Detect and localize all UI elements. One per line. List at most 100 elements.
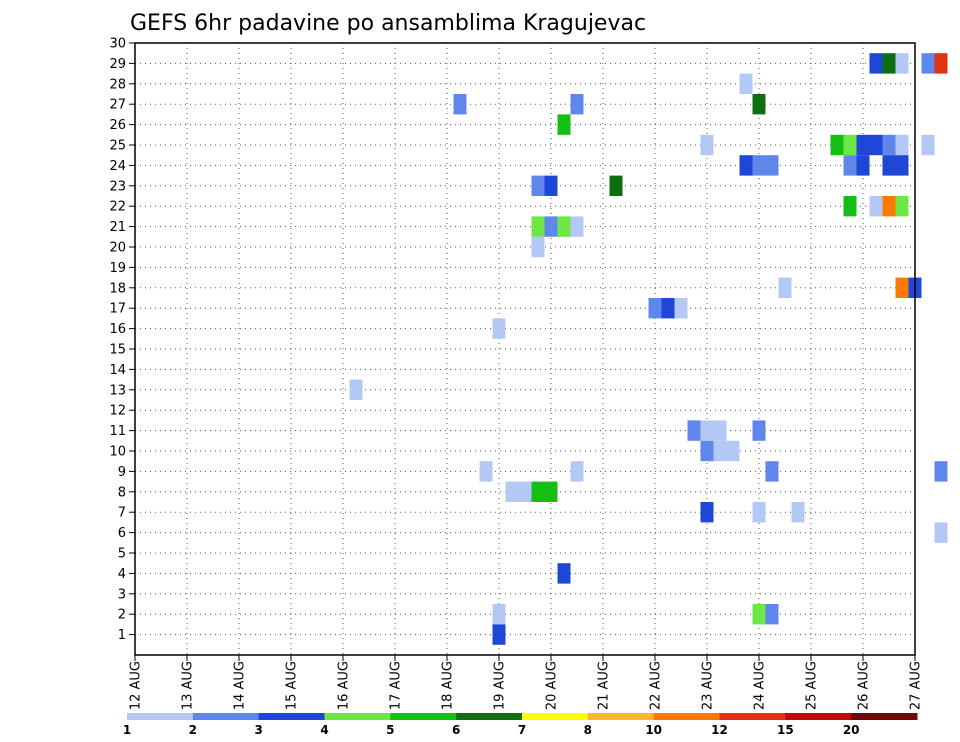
- precip-cell: [726, 440, 740, 462]
- precip-cell: [856, 155, 870, 176]
- precip-cell: [557, 114, 571, 135]
- y-tick-label: 15: [109, 343, 126, 358]
- y-tick-label: 23: [109, 179, 126, 194]
- y-tick-label: 2: [118, 608, 126, 623]
- x-tick-label: 20 AUG: [545, 661, 560, 710]
- precip-cell: [895, 53, 909, 74]
- precip-cell: [882, 155, 896, 176]
- precip-cell: [648, 298, 662, 319]
- precip-cell: [869, 196, 883, 217]
- x-axis-ticks: 12 AUG 13 AUG 14 AUG 15 AUG 16 AUG 17 AUG 18 A…: [129, 655, 924, 710]
- y-tick-label: 28: [109, 77, 126, 92]
- legend-label: 1: [123, 723, 131, 737]
- precip-cell: [752, 604, 766, 625]
- precip-cells: [349, 53, 948, 645]
- precip-cell: [570, 94, 584, 115]
- precip-cell: [531, 175, 545, 196]
- y-tick-label: 17: [109, 302, 126, 317]
- color-legend: 1 2 3 4 5 6 7 8 10 12 15 20: [123, 713, 918, 737]
- legend-label: 7: [518, 723, 526, 737]
- legend-label: 6: [452, 723, 460, 737]
- y-tick-label: 5: [118, 547, 126, 562]
- x-tick-label: 19 AUG: [493, 661, 508, 710]
- precip-cell: [531, 481, 545, 502]
- legend-label: 10: [645, 723, 662, 737]
- precip-cell: [713, 440, 727, 462]
- y-tick-label: 9: [118, 465, 126, 480]
- legend-swatch: [719, 713, 786, 720]
- legend-swatch: [522, 713, 589, 720]
- legend-label: 5: [386, 723, 394, 737]
- precip-cell: [531, 216, 545, 237]
- precip-cell: [765, 604, 779, 625]
- legend-swatch: [258, 713, 325, 720]
- legend-swatch: [324, 713, 391, 720]
- precip-cell: [479, 461, 493, 482]
- precip-cell: [765, 461, 779, 482]
- x-tick-label: 23 AUG: [701, 661, 716, 710]
- y-tick-label: 6: [118, 526, 126, 541]
- precip-cell: [700, 420, 714, 441]
- y-tick-label: 12: [109, 404, 126, 419]
- legend-label: 12: [711, 723, 728, 737]
- y-tick-label: 21: [109, 220, 126, 235]
- precip-cell: [544, 216, 558, 237]
- precip-cell: [843, 134, 857, 156]
- chart-title: GEFS 6hr padavine po ansamblima Kragujev…: [130, 11, 646, 36]
- legend-label: 3: [254, 723, 262, 737]
- x-tick-label: 27 AUG: [909, 661, 924, 710]
- precip-cell: [492, 318, 506, 339]
- legend-swatch: [653, 713, 720, 720]
- precip-cell: [895, 196, 909, 217]
- y-tick-label: 30: [109, 37, 126, 52]
- y-axis-ticks: 1234567891011121314151617181920212223242…: [109, 37, 135, 643]
- y-tick-label: 7: [118, 506, 126, 521]
- y-tick-label: 29: [109, 57, 126, 72]
- legend-swatch: [851, 713, 918, 720]
- x-tick-label: 16 AUG: [337, 661, 352, 710]
- precip-cell: [687, 420, 701, 441]
- precip-cell: [843, 196, 857, 217]
- precip-cell: [934, 53, 948, 74]
- legend-swatch: [390, 713, 457, 720]
- precip-cell: [739, 73, 753, 94]
- precip-cell: [869, 53, 883, 74]
- precip-cell: [895, 134, 909, 156]
- precip-cell: [830, 134, 844, 156]
- precip-cell: [843, 155, 857, 176]
- x-tick-label: 13 AUG: [181, 661, 196, 710]
- y-tick-label: 8: [118, 485, 126, 500]
- legend-label: 4: [320, 723, 328, 737]
- y-tick-label: 10: [109, 445, 126, 460]
- y-tick-label: 18: [109, 281, 126, 296]
- precip-cell: [882, 53, 896, 74]
- precip-cell: [752, 420, 766, 441]
- legend-label: 20: [843, 723, 860, 737]
- precip-cell: [544, 175, 558, 196]
- precip-cell: [492, 604, 506, 625]
- y-tick-label: 25: [109, 139, 126, 154]
- x-tick-label: 24 AUG: [753, 661, 768, 710]
- y-tick-label: 13: [109, 383, 126, 398]
- x-tick-label: 17 AUG: [389, 661, 404, 710]
- precip-cell: [895, 277, 909, 298]
- precip-cell: [921, 53, 935, 74]
- precip-cell: [544, 481, 558, 502]
- x-tick-label: 22 AUG: [649, 661, 664, 710]
- precip-cell: [752, 94, 766, 115]
- precip-cell: [869, 134, 883, 156]
- y-tick-label: 1: [118, 628, 126, 643]
- legend-swatch: [456, 713, 523, 720]
- precip-cell: [739, 155, 753, 176]
- y-tick-label: 27: [109, 98, 126, 113]
- precip-cell: [557, 216, 571, 237]
- x-tick-label: 12 AUG: [129, 661, 144, 710]
- precip-cell: [921, 134, 935, 156]
- precip-cell: [609, 175, 623, 196]
- precip-cell: [453, 94, 467, 115]
- y-tick-label: 11: [109, 424, 126, 439]
- precip-cell: [713, 420, 727, 441]
- precip-cell: [765, 155, 779, 176]
- precip-cell: [492, 624, 506, 645]
- precip-cell: [882, 134, 896, 156]
